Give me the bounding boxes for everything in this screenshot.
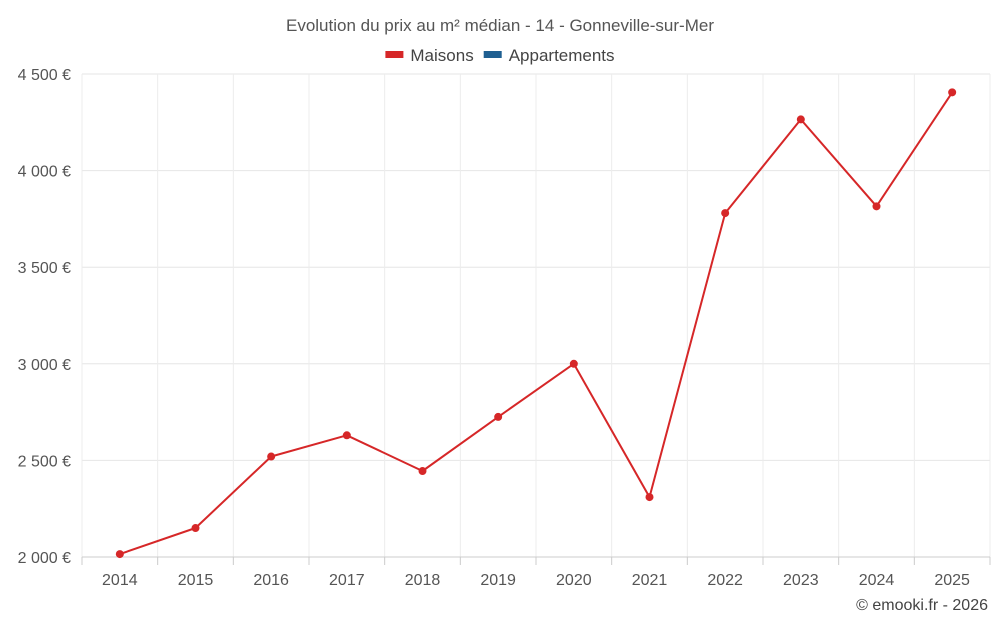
legend-swatch	[483, 51, 502, 58]
x-tick-label: 2014	[102, 572, 138, 589]
data-point[interactable]	[721, 209, 730, 218]
axes: 2 000 € 2 500 € 3 000 € 3 500 € 4 000 € 4 500…	[18, 67, 991, 589]
data-point[interactable]	[418, 467, 427, 476]
y-tick-label: 2 000 €	[18, 550, 71, 567]
y-tick-label: 3 000 €	[18, 357, 71, 374]
chart-title: Evolution du prix au m² médian - 14 - Go…	[286, 16, 714, 35]
x-tick-label: 2020	[556, 572, 592, 589]
legend: Maisons Appartements	[385, 46, 615, 65]
data-point[interactable]	[267, 452, 276, 461]
data-point[interactable]	[115, 550, 124, 559]
x-tick-label: 2019	[480, 572, 516, 589]
y-tick-label: 4 500 €	[18, 67, 71, 84]
legend-item-appartements[interactable]: Appartements	[483, 46, 615, 65]
data-point[interactable]	[948, 88, 957, 97]
x-tick-label: 2021	[632, 572, 668, 589]
x-tick-label: 2024	[859, 572, 895, 589]
y-tick-label: 4 000 €	[18, 164, 71, 181]
y-tick-label: 3 500 €	[18, 260, 71, 277]
x-tick-label: 2022	[707, 572, 743, 589]
data-point[interactable]	[569, 359, 578, 368]
grid	[81, 73, 991, 557]
series-layer	[115, 88, 957, 559]
legend-swatch	[385, 51, 404, 58]
data-point[interactable]	[191, 524, 200, 533]
data-point[interactable]	[645, 493, 654, 502]
data-point[interactable]	[872, 202, 881, 211]
x-tick-label: 2025	[934, 572, 970, 589]
series-line-maisons	[119, 91, 954, 556]
x-tick-label: 2017	[329, 572, 365, 589]
data-point[interactable]	[494, 412, 503, 421]
data-point[interactable]	[796, 115, 805, 124]
x-tick-label: 2018	[405, 572, 441, 589]
data-point[interactable]	[342, 431, 351, 440]
x-tick-label: 2023	[783, 572, 819, 589]
x-tick-label: 2016	[253, 572, 289, 589]
legend-label: Appartements	[509, 46, 615, 65]
credit-text: © emooki.fr - 2026	[856, 597, 988, 614]
x-tick-label: 2015	[178, 572, 214, 589]
legend-item-maisons[interactable]: Maisons	[385, 46, 474, 65]
y-tick-label: 2 500 €	[18, 453, 71, 470]
legend-label: Maisons	[410, 46, 473, 65]
